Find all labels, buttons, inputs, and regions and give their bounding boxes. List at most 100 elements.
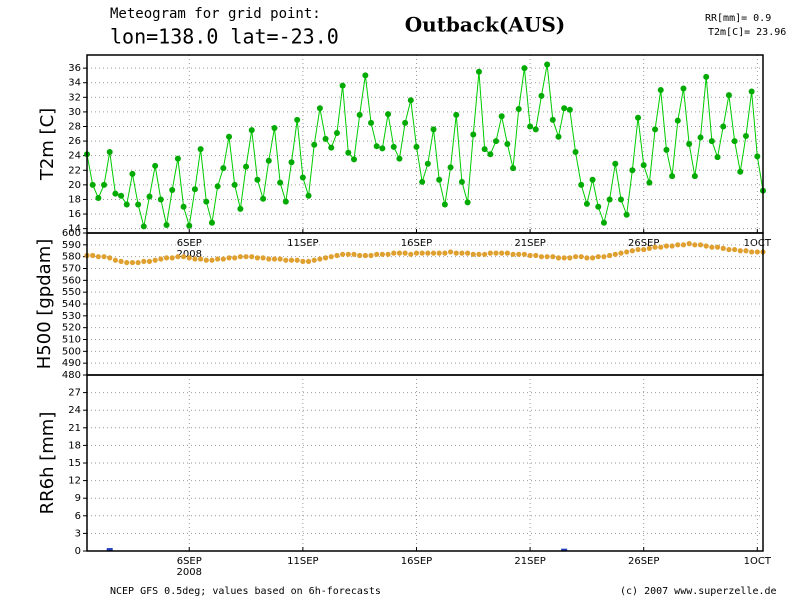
point bbox=[447, 164, 454, 171]
point bbox=[249, 254, 255, 260]
point bbox=[595, 254, 601, 260]
y-tick-label: 26 bbox=[68, 136, 81, 147]
point bbox=[521, 65, 528, 72]
y-tick-label: 3 bbox=[75, 528, 81, 539]
point bbox=[675, 242, 681, 248]
x-tick-label: 16SEP bbox=[401, 556, 432, 567]
y-axis-label: H500 [gpdam] bbox=[34, 239, 55, 370]
point bbox=[589, 255, 596, 261]
point bbox=[271, 124, 278, 131]
point bbox=[475, 68, 482, 75]
point bbox=[374, 251, 380, 257]
point bbox=[237, 254, 243, 260]
point bbox=[89, 181, 96, 188]
point bbox=[465, 250, 471, 256]
point bbox=[328, 144, 335, 151]
point bbox=[629, 167, 636, 174]
point bbox=[714, 154, 721, 161]
y-tick-label: 0 bbox=[75, 546, 81, 557]
point bbox=[680, 242, 687, 248]
point bbox=[101, 181, 108, 188]
point bbox=[322, 135, 329, 142]
point bbox=[447, 249, 454, 255]
x-tick-label: 1OCT bbox=[744, 238, 772, 249]
point bbox=[686, 141, 693, 147]
point bbox=[407, 97, 414, 104]
point bbox=[742, 132, 749, 139]
point bbox=[226, 133, 233, 140]
point bbox=[459, 250, 465, 256]
point bbox=[669, 173, 676, 180]
point bbox=[584, 255, 590, 261]
x-tick-label: 26SEP bbox=[628, 556, 659, 567]
y-tick-label: 24 bbox=[68, 405, 81, 416]
point bbox=[260, 255, 266, 261]
point bbox=[180, 254, 187, 260]
point bbox=[231, 181, 238, 188]
point bbox=[385, 251, 391, 257]
point bbox=[362, 252, 368, 259]
point bbox=[567, 255, 573, 261]
y-tick-label: 18 bbox=[68, 194, 81, 205]
point bbox=[175, 254, 181, 260]
point bbox=[635, 114, 642, 121]
point bbox=[482, 251, 488, 257]
point bbox=[396, 155, 403, 162]
point bbox=[618, 250, 624, 256]
point bbox=[95, 194, 102, 201]
point bbox=[578, 181, 585, 188]
x-tick-label: 21SEP bbox=[514, 238, 545, 249]
point bbox=[135, 201, 142, 208]
y-tick-label: 600 bbox=[62, 228, 81, 239]
x-tick-label: 26SEP bbox=[628, 238, 659, 249]
y-axis-label: T2m [C] bbox=[37, 108, 58, 181]
point bbox=[674, 117, 681, 124]
point bbox=[538, 92, 545, 99]
point bbox=[158, 256, 164, 262]
point bbox=[430, 126, 437, 133]
year-label: 2008 bbox=[177, 249, 202, 260]
title: Meteogram for grid point: bbox=[110, 6, 321, 22]
point bbox=[146, 193, 153, 200]
point bbox=[595, 203, 602, 210]
y-tick-label: 30 bbox=[68, 107, 81, 118]
point bbox=[174, 155, 181, 162]
point bbox=[646, 179, 653, 186]
point bbox=[487, 151, 494, 158]
point bbox=[726, 246, 732, 253]
point bbox=[277, 256, 283, 262]
line bbox=[86, 64, 764, 227]
point bbox=[703, 73, 710, 80]
point bbox=[504, 250, 510, 256]
point bbox=[203, 257, 209, 263]
point bbox=[390, 143, 397, 150]
point bbox=[90, 252, 96, 259]
point bbox=[129, 259, 136, 266]
summary: T2m[C]= 23.96 bbox=[708, 27, 786, 38]
y-axis-label: RR6h [mm] bbox=[37, 412, 58, 515]
point bbox=[311, 257, 317, 263]
point bbox=[340, 251, 346, 257]
point bbox=[720, 123, 727, 130]
y-tick-label: 580 bbox=[62, 252, 81, 263]
point bbox=[112, 257, 119, 263]
point bbox=[538, 254, 545, 260]
y-tick-label: 36 bbox=[68, 63, 81, 74]
x-tick-label: 1OCT bbox=[744, 556, 772, 567]
point bbox=[555, 133, 562, 140]
point bbox=[709, 244, 715, 250]
point bbox=[163, 221, 170, 228]
point bbox=[408, 251, 414, 257]
y-tick-label: 510 bbox=[62, 335, 81, 346]
point bbox=[203, 198, 210, 205]
y-tick-label: 520 bbox=[62, 323, 81, 334]
point bbox=[226, 255, 232, 261]
point bbox=[691, 173, 698, 180]
point bbox=[294, 257, 300, 263]
point bbox=[612, 251, 618, 257]
y-tick-label: 550 bbox=[62, 287, 81, 298]
point bbox=[141, 258, 147, 264]
point bbox=[322, 255, 329, 261]
point bbox=[123, 201, 130, 208]
point bbox=[583, 200, 590, 207]
